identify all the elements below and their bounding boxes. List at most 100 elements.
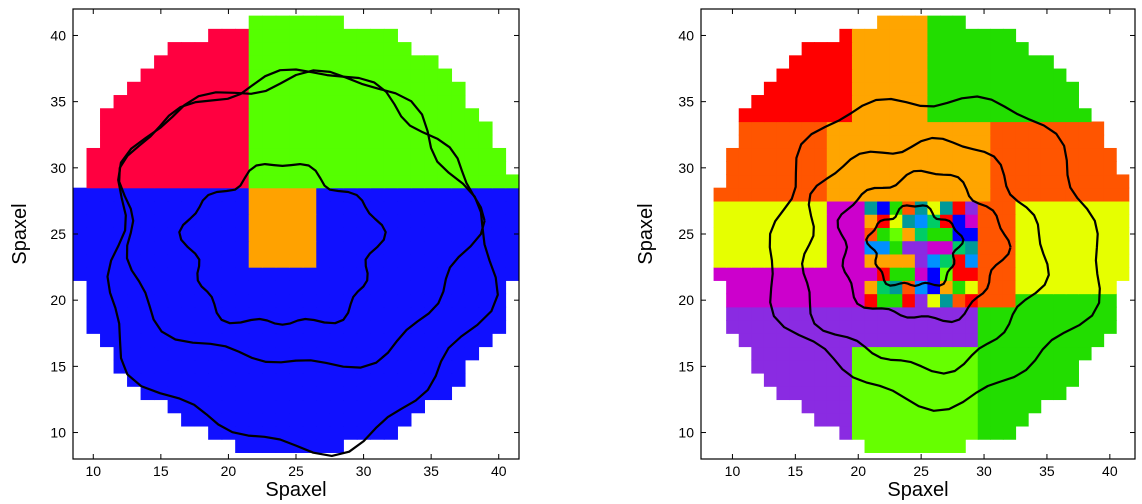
heatmap-cell: [154, 68, 169, 83]
heatmap-cell: [801, 55, 815, 70]
heatmap-cell: [140, 214, 155, 228]
heatmap-cell: [839, 28, 853, 43]
heatmap-cell: [262, 359, 277, 374]
heatmap-cell: [275, 320, 290, 334]
heatmap-cell: [902, 81, 916, 96]
heatmap-cell: [262, 346, 277, 361]
heatmap-cell: [329, 372, 344, 387]
heatmap-cell: [990, 42, 1004, 56]
heatmap-cell: [839, 121, 853, 136]
heatmap-cell: [839, 253, 853, 268]
heatmap-cell: [140, 372, 155, 387]
heatmap-cell: [491, 293, 507, 308]
heatmap-cell: [940, 240, 954, 255]
heatmap-cell: [140, 240, 155, 255]
heatmap-cell: [329, 81, 344, 96]
contour-line: [178, 163, 387, 326]
heatmap-cell: [789, 227, 803, 242]
heatmap-cell: [329, 346, 344, 361]
heatmap-cell: [289, 399, 304, 414]
heatmap-cell: [194, 293, 209, 308]
heatmap-cell: [889, 372, 903, 387]
heatmap-cell: [864, 267, 878, 281]
heatmap-cell: [1078, 187, 1092, 202]
heatmap-cell: [839, 320, 853, 334]
heatmap-cell: [478, 267, 493, 281]
heatmap-cell: [397, 108, 412, 123]
heatmap-cell: [1053, 306, 1067, 321]
heatmap-cell: [851, 95, 866, 109]
heatmap-cell: [100, 280, 115, 295]
heatmap-cell: [889, 412, 903, 427]
heatmap-cell: [491, 320, 507, 334]
heatmap-cell: [370, 333, 385, 348]
heatmap-cell: [1040, 81, 1054, 96]
heatmap-cell: [505, 240, 519, 255]
heatmap-cell: [940, 412, 954, 427]
heatmap-cell: [181, 280, 196, 295]
heatmap-cell: [208, 253, 223, 268]
heatmap-cell: [814, 399, 828, 414]
heatmap-cell: [113, 253, 128, 268]
heatmap-cell: [851, 359, 866, 374]
heatmap-cell: [383, 333, 398, 348]
heatmap-cell: [167, 42, 182, 56]
heatmap-cell: [1053, 227, 1067, 242]
heatmap-cell: [491, 187, 507, 202]
heatmap-cell: [851, 161, 866, 176]
heatmap-cell: [776, 333, 790, 348]
heatmap-cell: [839, 161, 853, 176]
heatmap-cell: [343, 425, 358, 440]
heatmap-cell: [1015, 42, 1029, 56]
heatmap-cell: [194, 240, 209, 255]
heatmap-cell: [1065, 333, 1079, 348]
heatmap-cell: [383, 68, 398, 83]
heatmap-cell: [965, 161, 979, 176]
heatmap-cell: [316, 15, 331, 30]
heatmap-cell: [113, 121, 128, 136]
heatmap-cell: [864, 121, 878, 136]
heatmap-cell: [977, 240, 991, 255]
heatmap-cell: [1090, 147, 1105, 162]
heatmap-cell: [1002, 399, 1017, 414]
heatmap-cell: [927, 240, 941, 255]
heatmap-cell: [877, 320, 891, 334]
heatmap-cell: [410, 372, 425, 387]
heatmap-cell: [776, 359, 790, 374]
heatmap-cell: [329, 399, 344, 414]
x-tick-label: 40: [491, 463, 507, 479]
heatmap-cell: [343, 280, 358, 295]
heatmap-cell: [383, 161, 398, 176]
heatmap-cell: [1090, 320, 1105, 334]
heatmap-cell: [1053, 320, 1067, 334]
heatmap-cell: [738, 108, 752, 123]
heatmap-cell: [1015, 253, 1029, 268]
heatmap-cell: [1078, 240, 1092, 255]
heatmap-cell: [383, 147, 398, 162]
heatmap-cell: [221, 333, 236, 348]
heatmap-cell: [801, 293, 815, 308]
x-tick-label: 30: [356, 463, 372, 479]
heatmap-cell: [262, 28, 277, 43]
heatmap-cell: [316, 28, 331, 43]
heatmap-cell: [356, 227, 371, 242]
heatmap-cell: [397, 280, 412, 295]
heatmap-cell: [826, 108, 840, 123]
heatmap-cell: [154, 240, 169, 255]
heatmap-cell: [776, 280, 790, 295]
heatmap-cell: [464, 267, 480, 281]
heatmap-cell: [1078, 108, 1092, 123]
heatmap-cell: [726, 161, 740, 176]
heatmap-cell: [889, 187, 903, 202]
heatmap-cell: [927, 134, 941, 149]
heatmap-cell: [801, 161, 815, 176]
heatmap-cell: [262, 386, 277, 401]
heatmap-cell: [814, 95, 828, 109]
heatmap-cell: [302, 174, 317, 189]
heatmap-cell: [927, 121, 941, 136]
heatmap-cell: [491, 253, 507, 268]
heatmap-cell: [839, 68, 853, 83]
heatmap-cell: [208, 372, 223, 387]
heatmap-cell: [424, 293, 439, 308]
